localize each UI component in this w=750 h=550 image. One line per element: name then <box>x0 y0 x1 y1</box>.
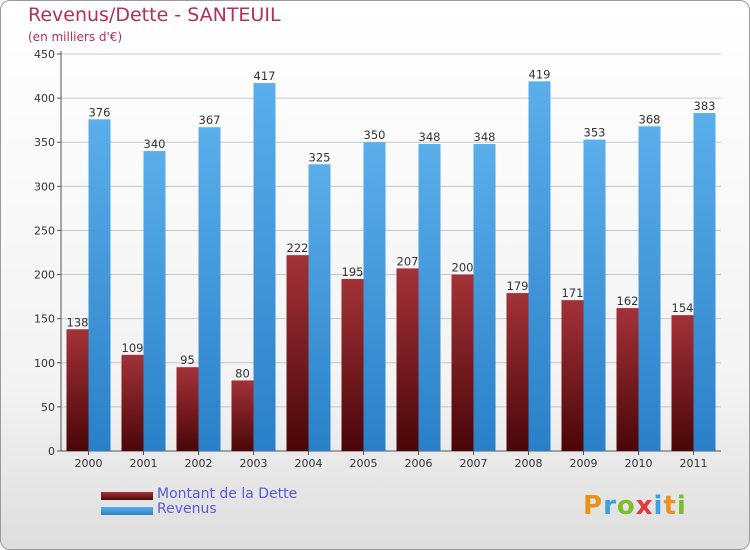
y-tick-label: 400 <box>34 92 55 105</box>
bar-revenus <box>88 119 111 451</box>
chart-title: Revenus/Dette - SANTEUIL <box>28 4 281 26</box>
x-tick-label: 2007 <box>460 457 488 470</box>
data-label-revenus: 325 <box>309 150 331 164</box>
chart-subtitle: (en milliers d'€) <box>28 30 123 44</box>
y-tick-label: 50 <box>41 401 55 414</box>
data-label-revenus: 376 <box>89 105 111 119</box>
y-tick-label: 150 <box>34 313 55 326</box>
bar-revenus <box>143 151 166 452</box>
bar-dette <box>121 354 144 451</box>
bar-dette <box>616 308 639 451</box>
data-label-dette: 200 <box>452 261 474 275</box>
bar-dette <box>451 274 474 451</box>
bar-dette <box>561 300 584 451</box>
data-label-dette: 179 <box>507 279 529 293</box>
data-label-dette: 95 <box>180 353 195 367</box>
x-tick-label: 2000 <box>75 457 103 470</box>
bar-revenus <box>363 142 386 451</box>
y-tick-label: 250 <box>34 224 55 237</box>
data-label-revenus: 340 <box>144 137 166 151</box>
logo-letter: x <box>635 491 654 521</box>
data-label-dette: 171 <box>562 286 584 300</box>
logo-letter: r <box>603 491 617 521</box>
x-tick-label: 2010 <box>625 457 653 470</box>
proxiti-logo: Proxiti <box>583 491 687 521</box>
bar-revenus <box>473 143 496 451</box>
legend-swatch-revenus <box>101 507 153 515</box>
bar-dette <box>671 315 694 451</box>
logo-letter: o <box>616 491 636 521</box>
data-label-dette: 222 <box>287 241 309 255</box>
data-label-revenus: 417 <box>254 69 276 83</box>
y-tick-label: 350 <box>34 136 55 149</box>
data-label-revenus: 350 <box>364 128 386 142</box>
bar-revenus <box>528 81 551 452</box>
y-tick-label: 450 <box>34 48 55 61</box>
data-label-dette: 138 <box>67 315 89 329</box>
bar-revenus <box>418 143 441 451</box>
legend-label-dette: Montant de la Dette <box>157 486 298 502</box>
x-tick-label: 2011 <box>680 457 708 470</box>
bar-dette <box>341 278 364 451</box>
bar-revenus <box>308 164 331 451</box>
data-label-revenus: 367 <box>199 113 221 127</box>
data-label-dette: 207 <box>397 254 419 268</box>
data-label-revenus: 368 <box>639 112 661 126</box>
x-tick-label: 2004 <box>295 457 323 470</box>
bar-revenus <box>638 126 661 451</box>
logo-letter: P <box>583 491 604 521</box>
x-tick-label: 2003 <box>240 457 268 470</box>
data-label-revenus: 353 <box>584 126 606 140</box>
data-label-revenus: 383 <box>694 99 716 113</box>
legend-swatch-dette <box>101 492 153 500</box>
bar-revenus <box>693 113 716 451</box>
logo-letter: i <box>676 491 687 521</box>
data-label-dette: 154 <box>672 301 694 315</box>
bar-dette <box>506 293 529 451</box>
bar-dette <box>66 329 89 451</box>
data-label-dette: 80 <box>235 366 250 380</box>
data-label-revenus: 348 <box>474 130 496 144</box>
logo-letter: t <box>663 491 677 521</box>
data-label-dette: 109 <box>122 341 144 355</box>
x-tick-label: 2001 <box>130 457 158 470</box>
bar-revenus <box>198 127 221 452</box>
bar-dette <box>286 255 309 451</box>
bar-revenus <box>253 83 276 451</box>
bar-revenus <box>583 139 606 451</box>
y-tick-label: 200 <box>34 269 55 282</box>
bar-dette <box>231 380 254 451</box>
bar-dette <box>176 367 199 451</box>
legend-label-revenus: Revenus <box>157 501 217 517</box>
data-label-revenus: 348 <box>419 130 441 144</box>
x-tick-label: 2008 <box>515 457 543 470</box>
data-label-dette: 195 <box>342 265 364 279</box>
x-tick-label: 2006 <box>405 457 433 470</box>
x-tick-label: 2009 <box>570 457 598 470</box>
y-tick-label: 300 <box>34 180 55 193</box>
bar-dette <box>396 268 419 451</box>
x-tick-label: 2002 <box>185 457 213 470</box>
y-tick-label: 100 <box>34 357 55 370</box>
x-tick-label: 2005 <box>350 457 378 470</box>
data-label-dette: 162 <box>617 294 639 308</box>
y-tick-label: 0 <box>48 445 55 458</box>
logo-letter: i <box>653 491 664 521</box>
data-label-revenus: 419 <box>529 67 551 81</box>
